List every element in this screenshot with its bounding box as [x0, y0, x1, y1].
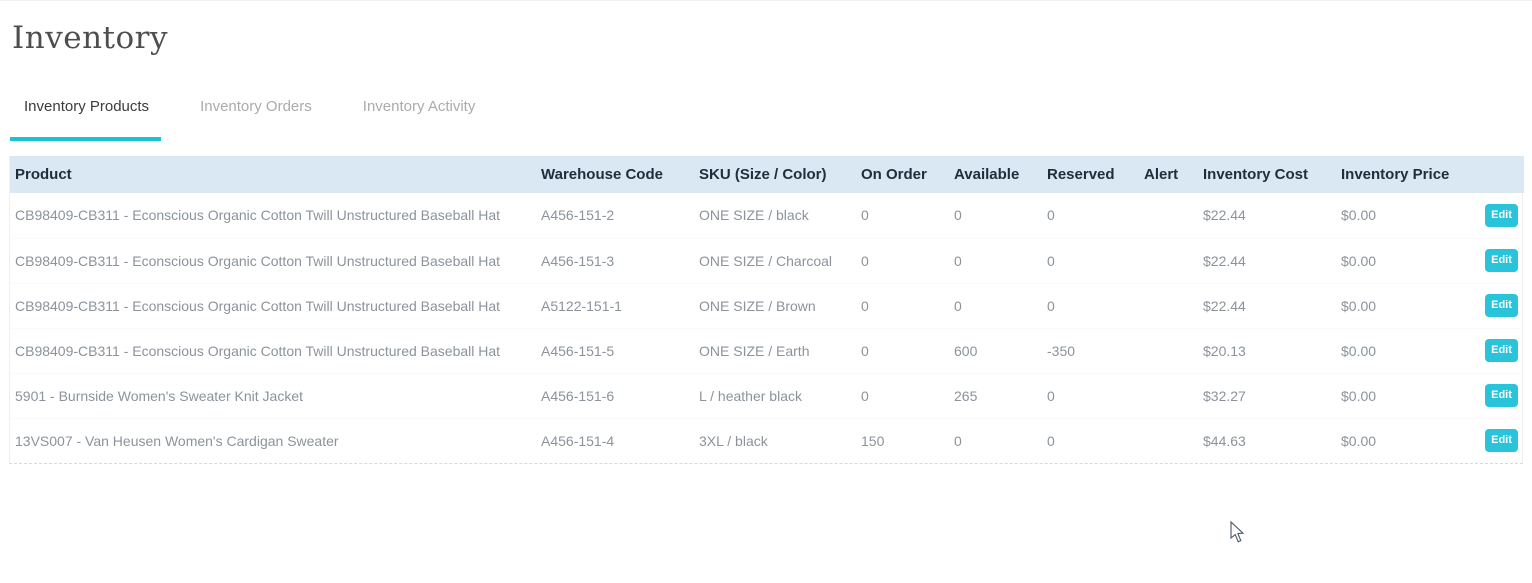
- cell-inventory-price: $0.00: [1336, 282, 1480, 328]
- cell-available: 265: [949, 372, 1042, 418]
- cell-alert: [1139, 372, 1198, 418]
- cell-product: CB98409-CB311 - Econscious Organic Cotto…: [10, 327, 536, 373]
- cell-edit: Edit: [1480, 237, 1524, 283]
- column-header-sku: SKU (Size / Color): [694, 156, 856, 193]
- cell-alert: [1139, 327, 1198, 373]
- table-row: CB98409-CB311 - Econscious Organic Cotto…: [10, 193, 1524, 238]
- edit-button[interactable]: Edit: [1485, 203, 1518, 227]
- cell-on-order: 0: [856, 237, 949, 283]
- cell-warehouse-code: A456-151-3: [536, 237, 694, 283]
- column-header-product: Product: [10, 156, 536, 193]
- cell-product: CB98409-CB311 - Econscious Organic Cotto…: [15, 207, 501, 224]
- cell-on-order: 0: [856, 372, 949, 418]
- cell-edit: Edit: [1480, 327, 1524, 373]
- cell-on-order: 0: [856, 282, 949, 328]
- cell-on-order: 0: [856, 327, 949, 373]
- cell-inventory-price: $0.00: [1336, 237, 1480, 283]
- column-header-available: Available: [949, 156, 1042, 193]
- cell-available: 0: [949, 417, 1042, 463]
- cell-available: 600: [949, 327, 1042, 373]
- cell-inventory-cost: $22.44: [1198, 237, 1336, 283]
- table-row: CB98409-CB311 - Econscious Organic Cotto…: [10, 282, 1524, 328]
- cell-sku: ONE SIZE / Charcoal: [694, 237, 856, 283]
- column-header-alert: Alert: [1139, 156, 1198, 193]
- cell-inventory-cost: $20.13: [1198, 327, 1336, 373]
- cell-alert: [1139, 237, 1198, 283]
- cell-edit: Edit: [1480, 417, 1524, 463]
- cell-product: CB98409-CB311 - Econscious Organic Cotto…: [10, 282, 536, 328]
- tab-inventory-activity[interactable]: Inventory Activity: [362, 98, 476, 115]
- cell-reserved: 0: [1047, 207, 1055, 224]
- cell-warehouse-code: A456-151-5: [536, 327, 694, 373]
- cell-reserved: -350: [1042, 327, 1139, 373]
- cell-available: 0: [954, 207, 962, 224]
- cell-inventory-price: $0.00: [1336, 417, 1480, 463]
- table-row: CB98409-CB311 - Econscious Organic Cotto…: [10, 237, 1524, 283]
- table-row: 5901 - Burnside Women's Sweater Knit Jac…: [10, 372, 1524, 418]
- column-header-reserved: Reserved: [1042, 156, 1139, 193]
- inventory-table: Product Warehouse Code SKU (Size / Color…: [10, 156, 1524, 463]
- cell-on-order: 0: [861, 207, 869, 224]
- edit-button[interactable]: Edit: [1485, 339, 1518, 362]
- cell-reserved: 0: [1042, 237, 1139, 283]
- cell-inventory-cost: $22.44: [1203, 207, 1246, 224]
- cell-product: 13VS007 - Van Heusen Women's Cardigan Sw…: [10, 417, 536, 463]
- cell-alert: [1139, 282, 1198, 328]
- cell-product: 5901 - Burnside Women's Sweater Knit Jac…: [10, 372, 536, 418]
- page-title: Inventory: [12, 20, 168, 56]
- table-row: CB98409-CB311 - Econscious Organic Cotto…: [10, 327, 1524, 373]
- cell-reserved: 0: [1042, 282, 1139, 328]
- edit-button[interactable]: Edit: [1485, 249, 1518, 272]
- table-row: 13VS007 - Van Heusen Women's Cardigan Sw…: [10, 417, 1524, 463]
- cell-sku: ONE SIZE / Brown: [694, 282, 856, 328]
- cell-edit: Edit: [1480, 372, 1524, 418]
- cell-edit: Edit: [1480, 282, 1524, 328]
- tab-bar: Inventory Products Inventory Orders Inve…: [0, 86, 1532, 141]
- cell-inventory-cost: $32.27: [1198, 372, 1336, 418]
- column-header-warehouse-code: Warehouse Code: [536, 156, 694, 193]
- cell-inventory-cost: $22.44: [1198, 282, 1336, 328]
- cell-edit: Edit: [1480, 193, 1524, 238]
- edit-button[interactable]: Edit: [1485, 294, 1518, 317]
- cell-on-order: 150: [856, 417, 949, 463]
- cell-inventory-price: $0.00: [1336, 327, 1480, 373]
- cell-reserved: 0: [1042, 372, 1139, 418]
- cell-warehouse-code: A456-151-6: [536, 372, 694, 418]
- cell-available: 0: [949, 282, 1042, 328]
- edit-button[interactable]: Edit: [1485, 429, 1518, 453]
- cell-warehouse-code: A456-151-2: [541, 207, 615, 224]
- edit-button[interactable]: Edit: [1485, 384, 1518, 407]
- column-header-on-order: On Order: [856, 156, 949, 193]
- cell-inventory-price: $0.00: [1336, 372, 1480, 418]
- column-header-edit: [1480, 156, 1524, 193]
- cell-alert: [1139, 193, 1198, 238]
- cell-warehouse-code: A456-151-4: [536, 417, 694, 463]
- cell-warehouse-code: A5122-151-1: [536, 282, 694, 328]
- cell-inventory-price: $0.00: [1341, 207, 1377, 224]
- table-header-row: Product Warehouse Code SKU (Size / Color…: [10, 156, 1524, 193]
- column-header-inventory-cost: Inventory Cost: [1198, 156, 1336, 193]
- inventory-table-container: Product Warehouse Code SKU (Size / Color…: [9, 156, 1524, 464]
- cell-sku: ONE SIZE / black: [699, 207, 809, 224]
- cell-inventory-cost: $44.63: [1198, 417, 1336, 463]
- cell-sku: ONE SIZE / Earth: [694, 327, 856, 373]
- cell-available: 0: [949, 237, 1042, 283]
- cell-alert: [1139, 417, 1198, 463]
- cell-sku: 3XL / black: [694, 417, 856, 463]
- cell-reserved: 0: [1042, 417, 1139, 463]
- tab-inventory-products[interactable]: Inventory Products: [10, 86, 163, 141]
- tab-inventory-orders[interactable]: Inventory Orders: [200, 98, 312, 115]
- cell-product: CB98409-CB311 - Econscious Organic Cotto…: [10, 237, 536, 283]
- cell-sku: L / heather black: [694, 372, 856, 418]
- column-header-inventory-price: Inventory Price: [1336, 156, 1480, 193]
- mouse-cursor-icon: [1230, 521, 1245, 543]
